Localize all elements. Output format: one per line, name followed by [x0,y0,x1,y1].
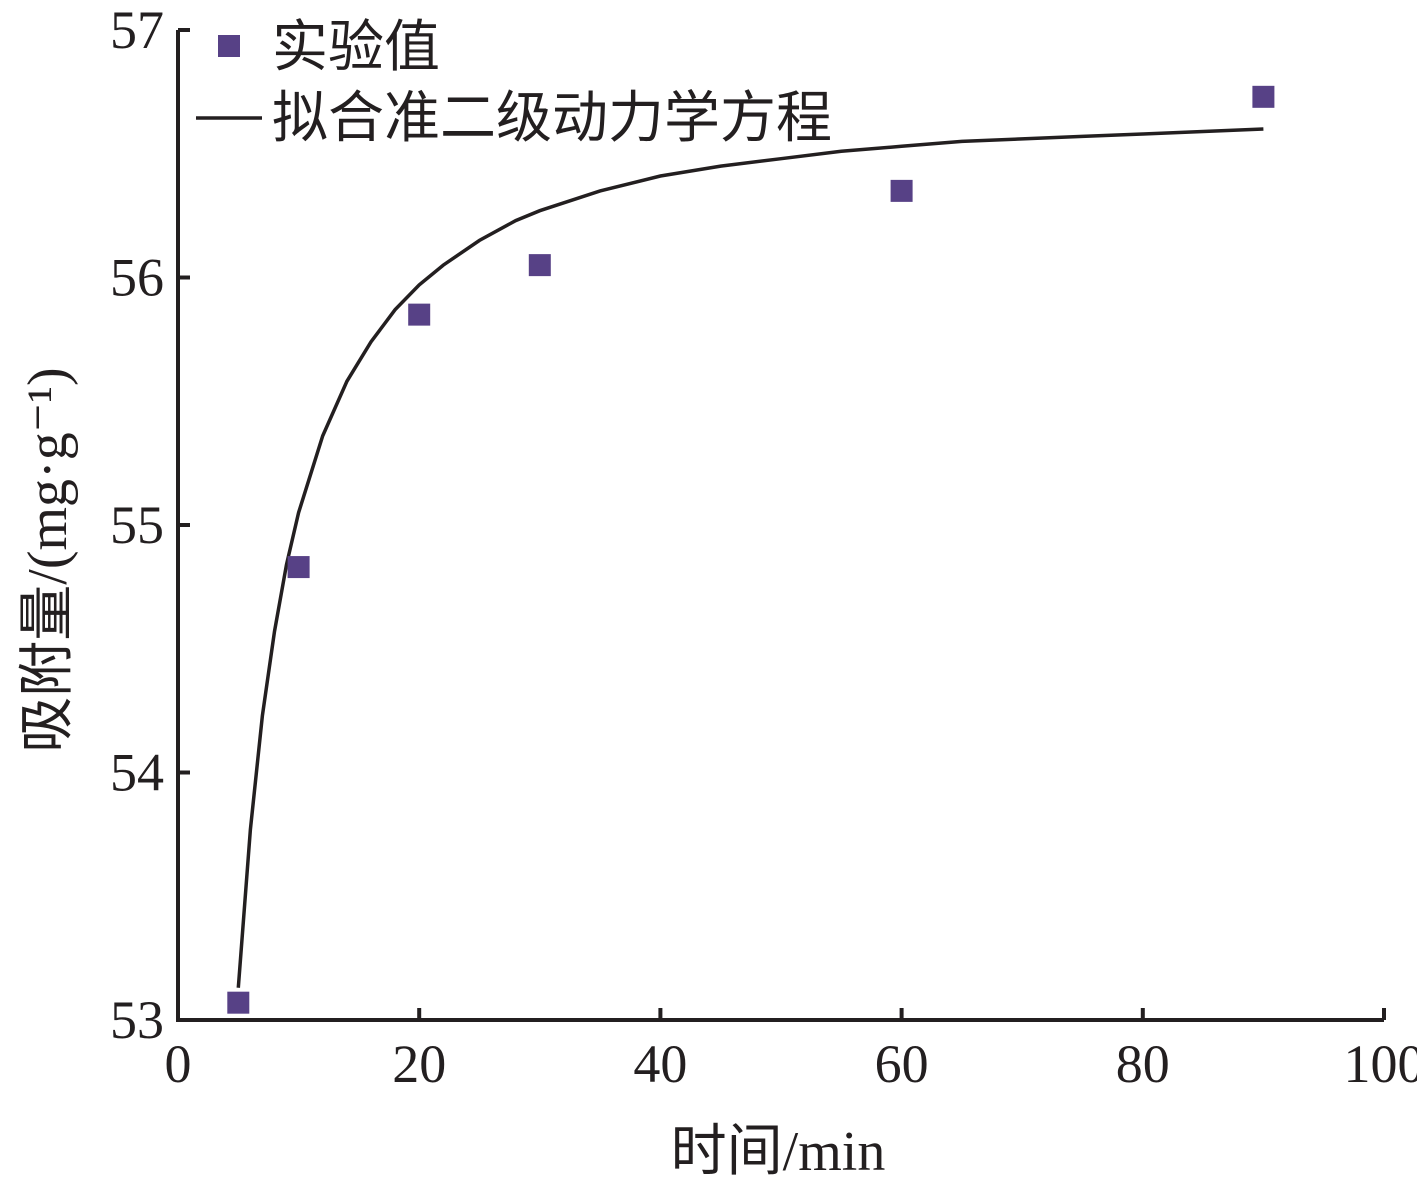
legend-label-experimental: 实验值 [272,17,440,79]
fit-curve [236,127,1264,988]
axis-lines [176,30,1384,1022]
legend-marker-experimental [218,35,240,57]
y-tick-label: 55 [110,495,164,555]
axes [176,30,1384,1022]
y-axis-title: 吸附量/(mg·g⁻¹) [17,367,79,752]
plot-area [227,85,1275,1014]
ticks: 0 20 40 60 80 100 53 54 55 56 57 [110,0,1417,1094]
data-point [408,303,431,326]
x-tick-label: 80 [1116,1034,1170,1094]
legend: 实验值 拟合准二级动力学方程 [196,17,832,150]
x-tick-label: 60 [875,1034,929,1094]
x-tick-label: 0 [165,1034,192,1094]
x-tick-label: 20 [392,1034,446,1094]
x-axis-title: 时间/min [671,1121,886,1181]
x-tick-label: 40 [633,1034,687,1094]
data-point [890,179,913,202]
data-point [227,991,250,1014]
data-point [528,254,551,277]
legend-label-fit: 拟合准二级动力学方程 [272,88,832,150]
y-tick-label: 54 [110,743,164,803]
y-tick-label: 57 [110,0,164,60]
data-point [287,556,310,579]
y-tick-label: 56 [110,248,164,308]
data-point [1252,85,1275,108]
x-tick-label: 100 [1344,1034,1417,1094]
y-tick-label: 53 [110,990,164,1050]
